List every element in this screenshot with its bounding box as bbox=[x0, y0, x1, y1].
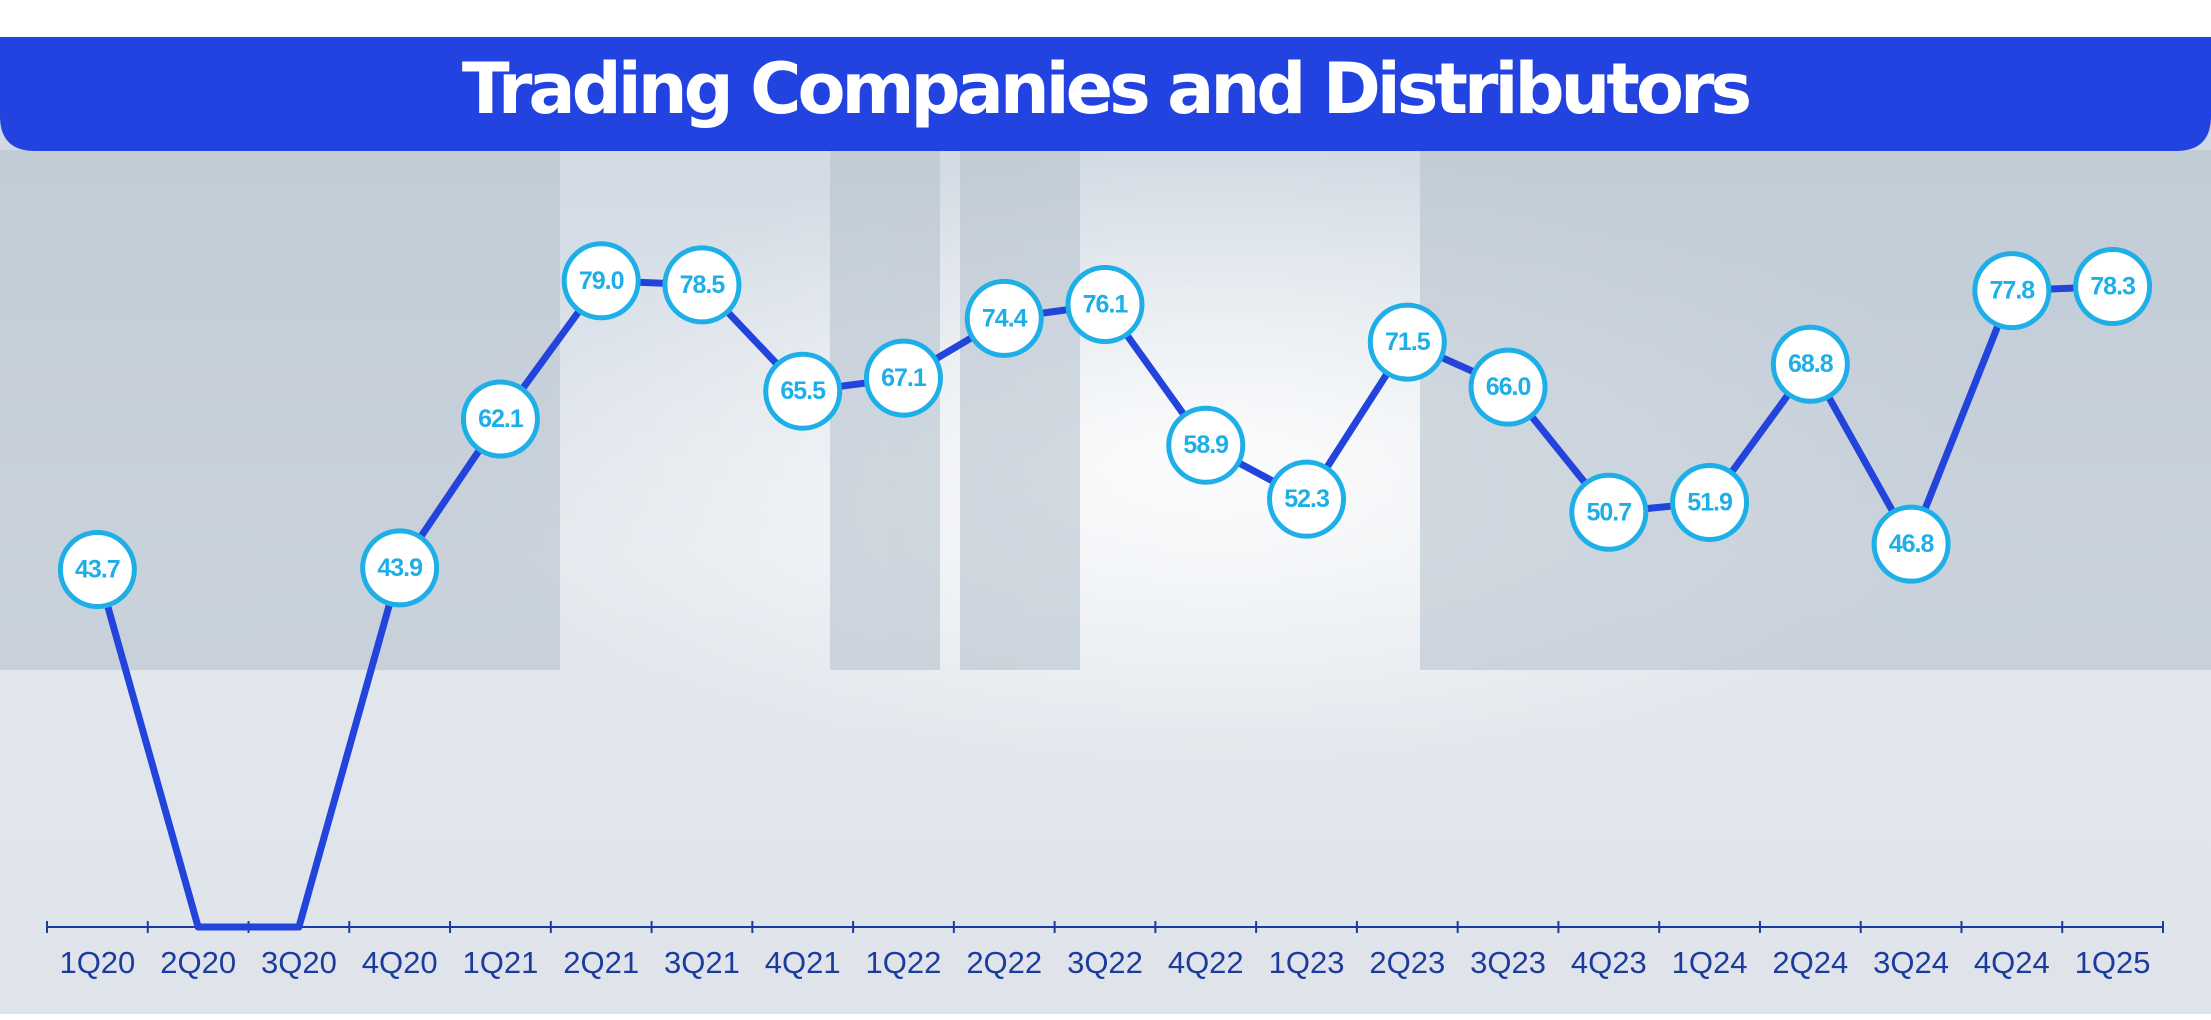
marker bbox=[1468, 347, 1548, 427]
marker bbox=[460, 379, 540, 459]
marker bbox=[1367, 302, 1447, 382]
marker bbox=[2073, 247, 2153, 327]
marker bbox=[662, 245, 742, 325]
value-label: 67.1 bbox=[881, 364, 927, 392]
marker bbox=[1065, 265, 1145, 345]
value-label: 43.9 bbox=[377, 554, 422, 582]
value-label: 78.3 bbox=[2090, 273, 2135, 301]
marker bbox=[57, 530, 137, 610]
x-tick-label: 3Q20 bbox=[261, 945, 337, 980]
value-label: 74.4 bbox=[982, 304, 1028, 332]
x-tick-label: 1Q21 bbox=[463, 945, 539, 980]
marker bbox=[1770, 324, 1850, 404]
value-label: 43.7 bbox=[75, 556, 120, 584]
x-tick-label: 3Q22 bbox=[1067, 945, 1143, 980]
x-tick-label: 4Q22 bbox=[1168, 945, 1244, 980]
x-tick-label: 1Q20 bbox=[59, 945, 135, 980]
x-tick-label: 4Q20 bbox=[362, 945, 438, 980]
x-tick-label: 2Q23 bbox=[1369, 945, 1445, 980]
value-label: 68.8 bbox=[1788, 350, 1834, 378]
x-tick-label: 2Q22 bbox=[966, 945, 1042, 980]
x-tick-label: 3Q24 bbox=[1873, 945, 1949, 980]
x-tick-label: 2Q20 bbox=[160, 945, 236, 980]
value-label: 79.0 bbox=[579, 267, 624, 295]
marker bbox=[1871, 504, 1951, 584]
value-label: 77.8 bbox=[1990, 277, 2036, 305]
marker bbox=[1569, 472, 1649, 552]
value-label: 51.9 bbox=[1687, 488, 1732, 516]
x-tick-label: 3Q21 bbox=[664, 945, 740, 980]
value-label: 52.3 bbox=[1284, 485, 1329, 513]
value-label: 65.5 bbox=[780, 377, 826, 405]
marker bbox=[964, 278, 1044, 358]
marker bbox=[360, 528, 440, 608]
x-tick-label: 1Q25 bbox=[2075, 945, 2151, 980]
value-label: 76.1 bbox=[1083, 291, 1129, 319]
x-tick-label: 1Q24 bbox=[1672, 945, 1748, 980]
x-tick-label: 4Q21 bbox=[765, 945, 841, 980]
chart-title: Trading Companies and Distributors bbox=[462, 48, 1750, 130]
marker bbox=[1166, 405, 1246, 485]
value-label: 66.0 bbox=[1486, 373, 1531, 401]
x-tick-label: 4Q23 bbox=[1571, 945, 1647, 980]
value-label: 71.5 bbox=[1385, 328, 1431, 356]
title-bar bbox=[0, 37, 2211, 151]
marker bbox=[1972, 251, 2052, 331]
x-tick-label: 2Q21 bbox=[563, 945, 639, 980]
x-tick-label: 2Q24 bbox=[1772, 945, 1848, 980]
marker bbox=[863, 338, 943, 418]
marker bbox=[763, 351, 843, 431]
x-tick-label: 4Q24 bbox=[1974, 945, 2050, 980]
value-label: 58.9 bbox=[1183, 431, 1228, 459]
marker bbox=[1670, 462, 1750, 542]
x-tick-label: 1Q22 bbox=[866, 945, 942, 980]
value-label: 46.8 bbox=[1889, 530, 1935, 558]
x-tick-label: 1Q23 bbox=[1269, 945, 1345, 980]
marker bbox=[561, 241, 641, 321]
x-tick-label: 3Q23 bbox=[1470, 945, 1546, 980]
value-label: 62.1 bbox=[478, 405, 524, 433]
value-label: 78.5 bbox=[680, 271, 726, 299]
marker bbox=[1267, 459, 1347, 539]
value-label: 50.7 bbox=[1586, 498, 1631, 526]
